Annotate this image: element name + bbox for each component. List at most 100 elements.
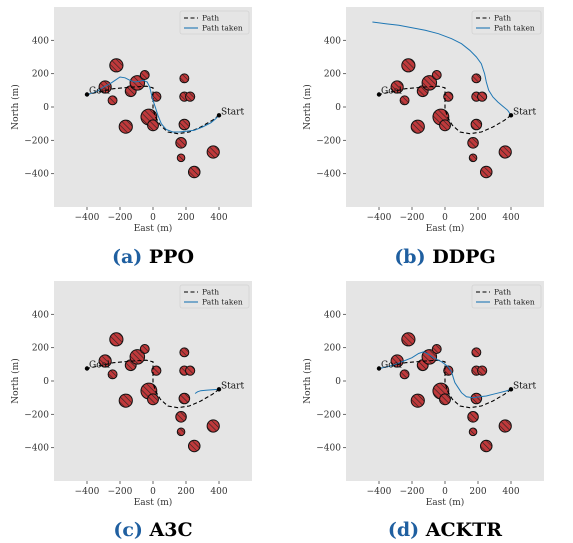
caption-letter: (b) xyxy=(394,246,432,268)
x-tick-label: 0 xyxy=(442,213,448,223)
y-tick-label: −200 xyxy=(24,136,49,146)
obstacle xyxy=(206,145,220,159)
obstacle xyxy=(179,73,190,84)
goal-marker xyxy=(376,92,382,97)
taken-path-line xyxy=(372,21,512,116)
obstacle xyxy=(443,365,454,376)
x-tick-label: 400 xyxy=(502,487,519,497)
subplot-ddpg: −400 −200 0 200 400 −400 −200 0 200 400 East (m) No… xyxy=(302,7,544,268)
obstacle xyxy=(109,58,124,73)
y-tick-label: −200 xyxy=(316,136,341,146)
start-label: Start xyxy=(221,107,244,117)
caption-letter: (d) xyxy=(388,519,426,541)
obstacle xyxy=(479,165,493,179)
planned-path-line xyxy=(86,359,220,409)
obstacle xyxy=(187,165,201,179)
x-tick-label: 0 xyxy=(150,487,156,497)
obstacle xyxy=(498,419,512,433)
obstacle xyxy=(109,332,124,347)
start-label: Start xyxy=(513,381,536,391)
x-axis-label: East (m) xyxy=(134,497,173,508)
obstacle xyxy=(185,91,196,102)
y-tick-label: 400 xyxy=(324,310,341,320)
y-tick-label: 200 xyxy=(324,344,341,354)
obstacle xyxy=(443,91,454,102)
legend-path-taken-label: Path taken xyxy=(494,24,535,33)
obstacle xyxy=(439,119,451,132)
obstacle xyxy=(206,419,220,433)
y-tick-label: 200 xyxy=(324,70,341,80)
legend-path-label: Path xyxy=(202,288,219,297)
obstacle xyxy=(176,427,186,437)
obstacle xyxy=(399,369,410,380)
y-tick-label: −400 xyxy=(24,444,49,454)
subplot-caption: (b) DDPG xyxy=(394,246,495,268)
obstacle xyxy=(178,118,191,131)
x-tick-label: 200 xyxy=(469,213,486,223)
x-tick-label: 0 xyxy=(150,213,156,223)
goal-marker xyxy=(376,366,382,371)
y-axis-label: North (m) xyxy=(10,358,21,403)
goal-marker xyxy=(84,366,90,371)
y-axis-label: North (m) xyxy=(10,84,21,129)
x-tick-label: −400 xyxy=(367,213,392,223)
obstacle xyxy=(410,393,425,408)
obstacle xyxy=(477,365,488,376)
y-axis-label: North (m) xyxy=(302,84,313,129)
obstacle xyxy=(107,95,118,106)
y-tick-label: −200 xyxy=(24,410,49,420)
obstacle xyxy=(467,411,479,423)
y-tick-label: −200 xyxy=(316,410,341,420)
x-tick-label: −400 xyxy=(75,487,100,497)
obstacle xyxy=(401,332,416,347)
taken-path-line xyxy=(194,388,220,394)
start-label: Start xyxy=(221,381,244,391)
x-tick-label: 400 xyxy=(502,213,519,223)
x-tick-label: 200 xyxy=(177,487,194,497)
obstacle xyxy=(471,347,482,358)
obstacle xyxy=(431,70,442,80)
x-tick-label: −200 xyxy=(108,213,133,223)
legend-path-label: Path xyxy=(494,288,511,297)
planned-path-line xyxy=(378,359,512,409)
legend-path-label: Path xyxy=(494,14,511,23)
obstacle xyxy=(151,365,162,376)
x-tick-label: −400 xyxy=(367,487,392,497)
obstacle xyxy=(175,137,187,149)
obstacle xyxy=(147,119,159,132)
start-marker xyxy=(508,387,514,392)
y-tick-label: 200 xyxy=(32,344,49,354)
obstacle xyxy=(175,411,187,423)
x-tick-label: 200 xyxy=(469,487,486,497)
obstacle xyxy=(139,344,150,354)
y-tick-label: 400 xyxy=(32,310,49,320)
goal-label: Goal xyxy=(89,87,110,97)
obstacle xyxy=(470,392,483,405)
taken-path-line xyxy=(86,76,220,133)
obstacle xyxy=(498,145,512,159)
y-tick-label: 0 xyxy=(43,377,49,387)
y-tick-label: 200 xyxy=(32,70,49,80)
obstacle xyxy=(179,347,190,358)
start-label: Start xyxy=(513,107,536,117)
obstacle xyxy=(468,427,478,437)
obstacle xyxy=(410,119,425,134)
obstacle xyxy=(439,393,451,406)
obstacle xyxy=(468,153,478,163)
subplot-a3c: −400 −200 0 200 400 −400 −200 0 200 400 East (m) No… xyxy=(10,281,252,541)
y-tick-label: −400 xyxy=(316,444,341,454)
caption-name: A3C xyxy=(149,519,193,541)
caption-name: PPO xyxy=(149,246,194,268)
planned-path-line xyxy=(378,85,512,135)
obstacle xyxy=(431,344,442,354)
obstacle xyxy=(187,439,201,453)
x-tick-label: −200 xyxy=(108,487,133,497)
x-axis-label: East (m) xyxy=(426,223,465,234)
x-axis-label: East (m) xyxy=(426,497,465,508)
obstacle xyxy=(118,393,133,408)
subplot-caption: (a) PPO xyxy=(112,246,194,268)
